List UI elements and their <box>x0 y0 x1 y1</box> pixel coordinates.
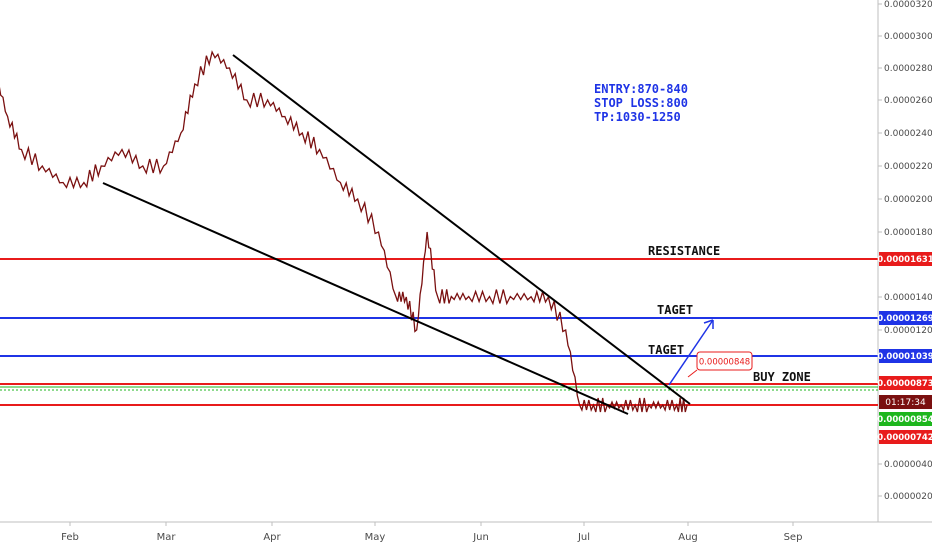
time-tick-label: Feb <box>61 532 79 543</box>
level-price-tag <box>879 252 932 266</box>
countdown-tag <box>879 395 932 409</box>
projection-arrowhead <box>703 319 714 329</box>
time-axis[interactable]: Feb Mar Apr May Jun Jul Aug Sep <box>61 522 802 543</box>
price-tick-label: 0.00000200 <box>884 492 932 502</box>
time-tick-label: Apr <box>263 532 281 543</box>
level-price-tag-text: 0.00000854 <box>877 415 932 425</box>
lower-trend-line <box>102 182 629 415</box>
time-tick-label: Mar <box>157 532 177 543</box>
upper-trend-line <box>232 54 691 405</box>
countdown-text: 01:17:34 <box>885 398 926 408</box>
level-price-tag <box>879 430 932 444</box>
level-price-tag-text: 0.00000873 <box>877 379 932 389</box>
level-price-tag <box>879 311 932 325</box>
time-tick-label: Sep <box>784 532 803 543</box>
level-price-tag-text: 0.00001269 <box>877 314 932 324</box>
price-line <box>0 50 688 413</box>
trend-drawings <box>102 54 714 415</box>
time-tick-label: Jul <box>577 532 590 543</box>
level-price-tag <box>879 376 932 390</box>
time-tick-label: Jun <box>472 532 489 543</box>
buy-zone-label: BUY ZONE <box>753 370 811 384</box>
projection-arrow-line <box>668 319 714 386</box>
time-tick-label: May <box>365 532 386 543</box>
trade-note-stop-loss: STOP LOSS:800 <box>594 96 688 110</box>
price-series <box>0 50 688 413</box>
level-price-tag <box>879 412 932 426</box>
callout-pointer <box>687 369 698 378</box>
price-tags: 0.00001631 0.00001269 0.00001039 0.00000873… <box>877 252 932 444</box>
trade-note-take-profit: TP:1030-1250 <box>594 110 681 124</box>
level-price-tag-text: 0.00001039 <box>877 352 932 362</box>
plot-area <box>0 0 878 522</box>
level-price-tag <box>879 349 932 363</box>
target-label-upper: TAGET <box>657 303 693 317</box>
resistance-label: RESISTANCE <box>648 244 720 258</box>
price-callout: 0.00000848 <box>696 351 753 371</box>
price-callout-text: 0.00000848 <box>699 358 750 368</box>
target-label-lower: TAGET <box>648 343 684 357</box>
level-price-tag-text: 0.00001631 <box>877 255 932 265</box>
trade-note-entry: ENTRY:870-840 <box>594 82 688 96</box>
time-tick-label: Aug <box>678 532 698 543</box>
level-price-tag-text: 0.00000742 <box>877 433 932 443</box>
